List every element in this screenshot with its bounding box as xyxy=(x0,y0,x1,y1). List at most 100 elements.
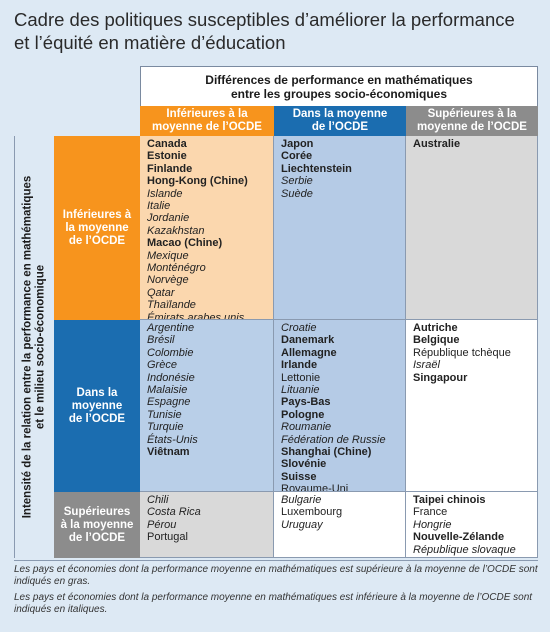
country-entry: Suède xyxy=(281,187,313,200)
country-entry: Serbie xyxy=(281,175,313,188)
country-entry: Fédération de Russie xyxy=(281,433,386,446)
relationship-strength-line-1: Intensité de la relation entre la perfor… xyxy=(21,175,34,519)
country-entry: Pérou xyxy=(147,518,177,531)
cell-r3c1: Chili Costa Rica Pérou Portugal xyxy=(140,492,274,558)
col-header-above-line-2: moyenne de l’OCDE xyxy=(417,121,527,133)
country-entry: République tchèque xyxy=(413,346,511,359)
country-entry: Singapour xyxy=(413,371,468,384)
row-header-average-line-1: Dans la xyxy=(76,386,118,399)
country-entry: Croatie xyxy=(281,322,317,334)
row-header-average-line-3: de l’OCDE xyxy=(68,412,126,425)
performance-gap-header-line-2: entre les groupes socio-économiques xyxy=(230,87,448,101)
col-header-below-average: Inférieures à la moyenne de l’OCDE xyxy=(140,106,274,136)
footnote-italic: Les pays et économies dont la performanc… xyxy=(14,592,533,615)
country-entry: Monténégro xyxy=(147,262,206,275)
country-entry: Pays-Bas xyxy=(281,396,331,409)
country-entry: Autriche xyxy=(413,322,458,334)
country-entry: Liechtenstein xyxy=(281,162,352,175)
country-entry: Grèce xyxy=(147,359,177,372)
country-entry: Hongrie xyxy=(413,518,452,531)
row-header-average-line-2: moyenne xyxy=(71,399,123,412)
country-entry: Slovénie xyxy=(281,458,327,471)
country-entry: Royaume-Uni xyxy=(281,483,349,492)
country-entry: Lettonie xyxy=(281,371,321,384)
col-header-above-line-1: Supérieures à la xyxy=(427,108,517,120)
country-entry: Brésil xyxy=(147,334,175,347)
country-entry: Norvège xyxy=(147,274,189,287)
country-entry: Thaïlande xyxy=(147,299,196,312)
country-entry: Irlande xyxy=(281,359,318,372)
country-entry: Kazakhstan xyxy=(147,224,205,237)
country-entry: Pologne xyxy=(281,408,325,421)
performance-gap-header-line-1: Différences de performance en mathématiq… xyxy=(205,73,473,87)
footnote-bold: Les pays et économies dont la performanc… xyxy=(14,564,538,587)
country-entry: Qatar xyxy=(147,286,175,299)
cell-r3c3: Taipei chinois France Hongrie Nouvelle-Zéla… xyxy=(406,492,538,558)
country-entry: Portugal xyxy=(147,531,188,544)
country-entry: Suisse xyxy=(281,470,317,483)
row-header-below-average: Inférieures à la moyenne de l’OCDE xyxy=(54,136,140,320)
country-entry: Italie xyxy=(147,200,171,213)
col-header-below-line-2: moyenne de l’OCDE xyxy=(152,121,262,133)
country-entry: Viêtnam xyxy=(147,446,190,459)
country-entry: Macao (Chine) xyxy=(147,237,223,250)
cell-r2c2: Croatie Danemark Allemagne Irlande Lettonie L… xyxy=(274,320,406,492)
country-entry: États-Unis xyxy=(147,433,198,446)
country-entry: Turquie xyxy=(147,421,184,434)
row-header-average: Dans la moyenne de l’OCDE xyxy=(54,320,140,492)
row-header-above-line-2: à la moyenne xyxy=(60,518,134,531)
col-header-average: Dans la moyenne de l’OCDE xyxy=(274,106,406,136)
country-entry: Émirats arabes unis xyxy=(147,311,245,320)
col-header-average-line-2: de l’OCDE xyxy=(311,121,369,133)
relationship-strength-label: Intensité de la relation entre la perfor… xyxy=(14,136,54,558)
relationship-strength-text: Intensité de la relation entre la perfor… xyxy=(21,176,47,519)
country-entry: Espagne xyxy=(147,396,191,409)
country-entry: Chili xyxy=(147,494,169,506)
country-entry: Mexique xyxy=(147,249,189,262)
country-entry: Japon xyxy=(281,138,314,150)
page-title: Cadre des politiques susceptibles d’amél… xyxy=(14,8,544,54)
country-entry: Israël xyxy=(413,359,440,372)
country-entry: Nouvelle-Zélande xyxy=(413,531,505,544)
title-line-2: et l’équité en matière d’éducation xyxy=(14,32,286,53)
row-header-above-line-3: de l’OCDE xyxy=(68,531,126,544)
country-entry: Allemagne xyxy=(281,346,337,359)
col-header-average-line-1: Dans la moyenne xyxy=(292,108,388,120)
row-header-above-average: Supérieures à la moyenne de l’OCDE xyxy=(54,492,140,558)
relationship-strength-line-2: et le milieu socio-économique xyxy=(34,264,47,430)
country-entry: Islande xyxy=(147,187,183,200)
cell-r2c3: Autriche Belgique République tchèque Israël… xyxy=(406,320,538,492)
country-entry: Argentine xyxy=(147,322,195,334)
country-entry: République slovaque xyxy=(413,543,516,556)
country-entry: Bulgarie xyxy=(281,494,322,506)
country-entry: Finlande xyxy=(147,162,193,175)
cell-r3c2: Bulgarie Luxembourg Uruguay xyxy=(274,492,406,558)
title-line-1: Cadre des politiques susceptibles d’amél… xyxy=(14,9,515,30)
country-entry: Hong-Kong (Chine) xyxy=(147,175,248,188)
row-header-above-line-1: Supérieures xyxy=(63,505,131,518)
performance-gap-header: Différences de performance en mathématiq… xyxy=(140,66,538,106)
country-entry: Belgique xyxy=(413,334,460,347)
country-entry: Canada xyxy=(147,138,187,150)
country-entry: Danemark xyxy=(281,334,335,347)
country-entry: Luxembourg xyxy=(281,506,343,519)
cell-r1c3: Australie xyxy=(406,136,538,320)
country-entry: Taipei chinois xyxy=(413,494,486,506)
row-header-below-line-3: de l’OCDE xyxy=(68,234,126,247)
cell-r2c1: Argentine Brésil Colombie Grèce Indonésie Mal… xyxy=(140,320,274,492)
country-entry: Lituanie xyxy=(281,384,320,397)
row-header-below-line-2: la moyenne xyxy=(65,221,129,234)
footnotes: Les pays et économies dont la performanc… xyxy=(14,560,538,620)
country-entry: France xyxy=(413,506,448,519)
row-header-below-line-1: Inférieures à xyxy=(62,208,132,221)
country-entry: Estonie xyxy=(147,150,187,163)
col-header-below-line-1: Inférieures à la xyxy=(166,108,248,120)
country-entry: Jordanie xyxy=(147,212,190,225)
country-entry: Australie xyxy=(413,138,461,150)
country-entry: Malaisie xyxy=(147,384,188,397)
country-entry: Shanghai (Chine) xyxy=(281,446,372,459)
country-entry: Colombie xyxy=(147,346,194,359)
country-entry: Corée xyxy=(281,150,313,163)
country-entry: Uruguay xyxy=(281,518,323,531)
cell-r1c1: Canada Estonie Finlande Hong-Kong (Chine) Is… xyxy=(140,136,274,320)
